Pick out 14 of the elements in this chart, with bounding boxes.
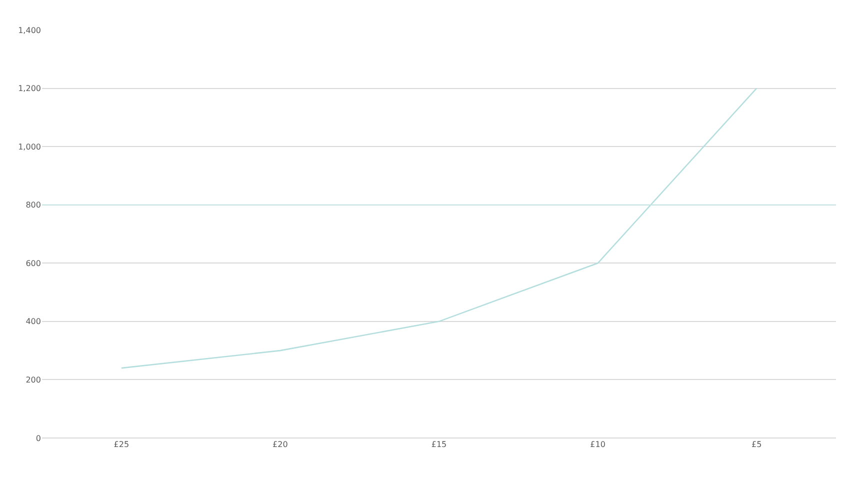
y-tick-label: 1,400 — [18, 26, 41, 35]
y-tick-label: 1,000 — [18, 142, 41, 152]
y-tick-label: 1,200 — [18, 84, 41, 94]
y-tick-label: 600 — [26, 258, 41, 268]
line-series — [120, 88, 758, 369]
y-tick-label: 400 — [26, 317, 41, 326]
y-tick-label: 200 — [26, 376, 41, 385]
x-tick-label: £25 — [114, 440, 130, 449]
y-tick-label: 0 — [36, 434, 41, 443]
x-tick-label: £20 — [272, 440, 288, 449]
x-tick-label: £5 — [752, 440, 762, 449]
x-tick-label: £10 — [590, 440, 606, 449]
x-tick-label: £15 — [431, 440, 447, 449]
y-tick-label: 800 — [26, 200, 41, 210]
